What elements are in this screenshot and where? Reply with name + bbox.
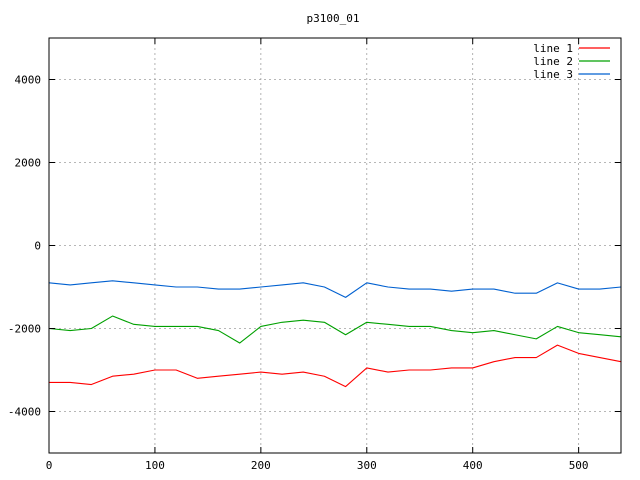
y-tick-label-3: 2000 — [15, 157, 42, 170]
x-tick-label-1: 100 — [145, 459, 165, 472]
series-line-3 — [48, 280, 622, 298]
series-group — [48, 280, 622, 388]
x-tick-label-3: 300 — [357, 459, 377, 472]
series-line-1 — [48, 344, 622, 388]
x-tick-label-2: 200 — [251, 459, 271, 472]
x-tick-label-4: 400 — [463, 459, 483, 472]
legend-label-2: line 2 — [533, 55, 573, 68]
y-tick-label-0: -4000 — [8, 406, 41, 419]
y-tick-label-2: 0 — [34, 240, 41, 253]
y-tick-label-1: -2000 — [8, 323, 41, 336]
x-tick-label-5: 500 — [569, 459, 589, 472]
ticks: 0 100 200 300 400 500 -4000 -2000 0 2000 4000 — [8, 38, 621, 472]
legend-label-1: line 1 — [533, 42, 573, 55]
grid — [49, 38, 621, 453]
x-tick-label-0: 0 — [46, 459, 53, 472]
y-tick-label-4: 4000 — [15, 74, 42, 87]
legend-label-3: line 3 — [533, 68, 573, 81]
series-line-2 — [48, 315, 622, 344]
chart-title: p3100_01 — [307, 12, 360, 25]
